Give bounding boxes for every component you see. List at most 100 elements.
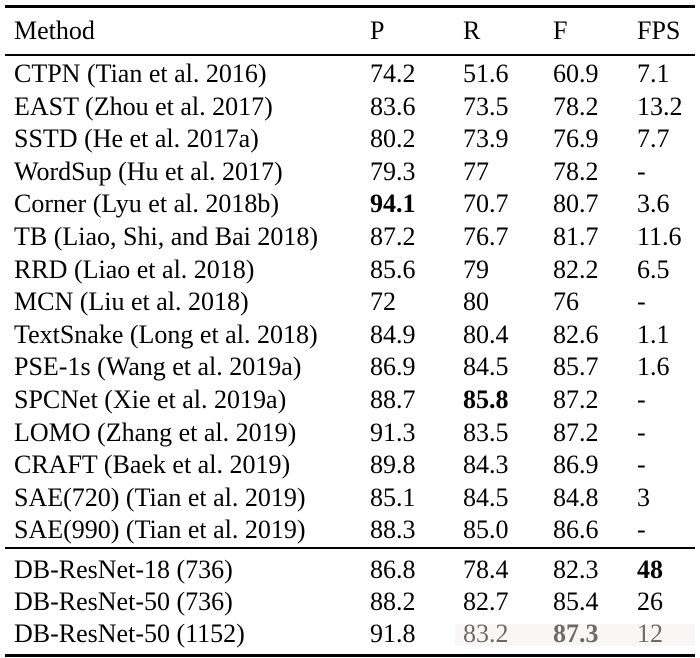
metric-cell-fmeasure: 60.9: [553, 59, 599, 88]
column-header-method: Method: [5, 6, 370, 56]
metric-cell-fmeasure: 87.2: [553, 417, 599, 447]
metric-cell-fmeasure: 84.8: [553, 482, 599, 512]
metric-cell-fmeasure: 82.6: [553, 319, 599, 349]
method-cell: DB-ResNet-18 (736): [14, 554, 233, 584]
table-row: SPCNet (Xie et al. 2019a) 88.7 85.8 87.2 -: [5, 384, 695, 417]
comparison-methods-group: CTPN (Tian et al. 2016) 74.2 51.6 60.9 7.1 EA…: [5, 55, 695, 548]
metric-cell-recall: 82.7: [463, 586, 509, 616]
metric-cell-recall: 78.4: [463, 554, 509, 584]
metric-cell-precision: 91.3: [370, 417, 416, 447]
metric-cell-fps: 3.6: [637, 189, 670, 219]
header-row: Method P R F FPS: [5, 6, 695, 56]
metric-cell-recall: 85.0: [463, 515, 509, 545]
metric-cell-fps: 3: [637, 482, 650, 512]
metric-cell-fps: -: [637, 287, 646, 317]
table-row: RRD (Liao et al. 2018) 85.6 79 82.2 6.5: [5, 254, 695, 287]
table-row: DB-ResNet-50 (736) 88.2 82.7 85.4 26: [5, 586, 695, 618]
metric-cell-recall: 80.4: [463, 319, 509, 349]
metric-cell-fps: 6.5: [637, 254, 670, 284]
metric-cell-fps: 1.1: [637, 319, 670, 349]
metric-cell-fmeasure: 85.4: [553, 586, 599, 616]
metric-cell-precision: 79.3: [370, 156, 416, 186]
metric-cell-precision: 87.2: [370, 221, 416, 251]
metric-cell-fmeasure: 82.2: [553, 254, 599, 284]
metric-cell-precision: 88.3: [370, 515, 416, 545]
table-row: CRAFT (Baek et al. 2019) 89.8 84.3 86.9 -: [5, 449, 695, 482]
method-cell: SAE(720) (Tian et al. 2019): [14, 482, 306, 512]
method-cell: RRD (Liao et al. 2018): [14, 254, 255, 284]
method-cell: CRAFT (Baek et al. 2019): [14, 450, 291, 480]
metric-cell-fps: 26: [637, 586, 663, 616]
table-row: DB-ResNet-50 (1152) 91.8 83.2 87.3 12: [5, 618, 695, 656]
column-header-fps: FPS: [637, 6, 695, 56]
method-cell: SSTD (He et al. 2017a): [14, 124, 259, 154]
metric-cell-recall: 84.5: [463, 352, 509, 382]
metric-cell-precision: 72: [370, 287, 396, 317]
metric-cell-precision: 86.8: [370, 554, 416, 584]
metric-cell-recall: 73.5: [463, 91, 509, 121]
table-row: MCN (Liu et al. 2018) 72 80 76 -: [5, 286, 695, 319]
metric-cell-precision: 84.9: [370, 319, 416, 349]
metric-cell-precision: 80.2: [370, 124, 416, 154]
metric-cell-fps: -: [637, 384, 646, 414]
table-row: TB (Liao, Shi, and Bai 2018) 87.2 76.7 81.7…: [5, 221, 695, 254]
method-cell: LOMO (Zhang et al. 2019): [14, 417, 297, 447]
table-row: SSTD (He et al. 2017a) 80.2 73.9 76.9 7.7: [5, 123, 695, 156]
method-cell: EAST (Zhou et al. 2017): [14, 91, 273, 121]
metric-cell-fps: 11.6: [637, 221, 682, 251]
metric-cell-recall: 70.7: [463, 189, 509, 219]
metric-cell-fmeasure: 87.2: [553, 384, 599, 414]
metric-cell-precision: 89.8: [370, 450, 416, 480]
metric-cell-precision: 88.7: [370, 384, 416, 414]
metric-cell-fps: 7.1: [637, 59, 670, 88]
metric-cell-fps: -: [637, 156, 646, 186]
results-table: Method P R F FPS CTPN (Tian et al. 2016)…: [5, 5, 695, 657]
method-cell: PSE-1s (Wang et al. 2019a): [14, 352, 302, 382]
table-row: WordSup (Hu et al. 2017) 79.3 77 78.2 -: [5, 156, 695, 189]
metric-cell-fmeasure: 85.7: [553, 352, 599, 382]
metric-cell-recall: 80: [463, 287, 489, 317]
metric-cell-recall: 83.5: [463, 417, 509, 447]
metric-cell-precision: 85.6: [370, 254, 416, 284]
db-methods-group: DB-ResNet-18 (736) 86.8 78.4 82.3 48 DB-ResNe…: [5, 548, 695, 656]
table-row: DB-ResNet-18 (736) 86.8 78.4 82.3 48: [5, 548, 695, 586]
metric-cell-fps: 13.2: [637, 91, 683, 121]
metric-cell-recall: 73.9: [463, 124, 509, 154]
metric-cell-recall: 83.2: [463, 618, 509, 648]
table-row: CTPN (Tian et al. 2016) 74.2 51.6 60.9 7.1: [5, 55, 695, 91]
column-header-fmeasure: F: [553, 6, 637, 56]
metric-cell-recall: 84.3: [463, 450, 509, 480]
table-row: SAE(990) (Tian et al. 2019) 88.3 85.0 86.6 -: [5, 514, 695, 548]
metric-cell-fps: -: [637, 515, 646, 545]
metric-cell-fmeasure: 87.3: [553, 618, 599, 648]
method-cell: Corner (Lyu et al. 2018b): [14, 189, 279, 219]
metric-cell-fmeasure: 78.2: [553, 91, 599, 121]
metric-cell-fmeasure: 76: [553, 287, 579, 317]
column-header-precision: P: [370, 6, 463, 56]
table-row: TextSnake (Long et al. 2018) 84.9 80.4 82.6…: [5, 319, 695, 352]
metric-cell-fmeasure: 76.9: [553, 124, 599, 154]
metric-cell-fps: 12: [637, 618, 663, 648]
method-cell: CTPN (Tian et al. 2016): [14, 59, 267, 88]
metric-cell-fmeasure: 82.3: [553, 554, 599, 584]
metric-cell-fmeasure: 78.2: [553, 156, 599, 186]
column-header-recall: R: [463, 6, 553, 56]
metric-cell-fmeasure: 80.7: [553, 189, 599, 219]
metric-cell-fps: -: [637, 417, 646, 447]
table-row: LOMO (Zhang et al. 2019) 91.3 83.5 87.2 -: [5, 417, 695, 450]
method-cell: TB (Liao, Shi, and Bai 2018): [14, 221, 319, 251]
method-cell: WordSup (Hu et al. 2017): [14, 156, 283, 186]
metric-cell-fmeasure: 86.9: [553, 450, 599, 480]
metric-cell-fps: 7.7: [637, 124, 670, 154]
method-cell: SPCNet (Xie et al. 2019a): [14, 384, 287, 414]
method-cell: SAE(990) (Tian et al. 2019): [14, 515, 306, 545]
metric-cell-fps: 1.6: [637, 352, 670, 382]
method-cell: DB-ResNet-50 (1152): [14, 618, 245, 648]
metric-cell-recall: 85.8: [463, 384, 509, 414]
metric-cell-fmeasure: 81.7: [553, 221, 599, 251]
metric-cell-precision: 74.2: [370, 59, 416, 88]
table-row: PSE-1s (Wang et al. 2019a) 86.9 84.5 85.7 1.…: [5, 351, 695, 384]
table-row: EAST (Zhou et al. 2017) 83.6 73.5 78.2 13.2: [5, 91, 695, 124]
table-row: SAE(720) (Tian et al. 2019) 85.1 84.5 84.8 3: [5, 482, 695, 515]
metric-cell-precision: 83.6: [370, 91, 416, 121]
